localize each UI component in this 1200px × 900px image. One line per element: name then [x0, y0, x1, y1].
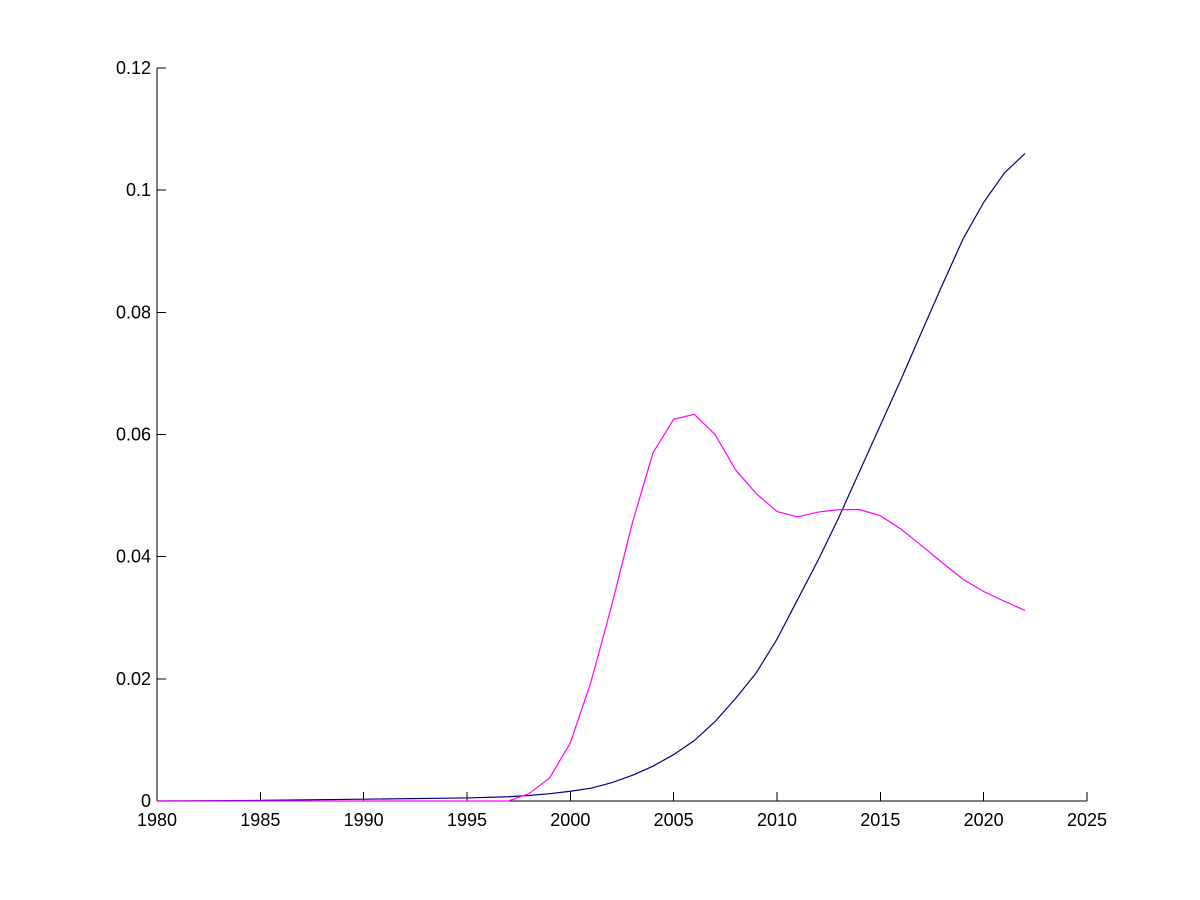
y-tick-label: 0.06: [116, 425, 151, 445]
x-tick-label: 2020: [964, 810, 1004, 830]
series-line-2: [157, 413, 1026, 802]
x-tick-label: 2005: [654, 810, 694, 830]
series-line-1: [156, 153, 1026, 802]
x-ticks: 1980 1985 1990 1995 2000 2005 2010 2015 2020 2025: [137, 792, 1107, 830]
x-tick-label: 2025: [1067, 810, 1107, 830]
y-tick-label: 0.1: [126, 180, 151, 200]
axes: [156, 68, 1087, 802]
x-tick-label: 2000: [550, 810, 590, 830]
y-tick-label: 0.08: [116, 302, 151, 322]
x-tick-label: 2015: [860, 810, 900, 830]
y-ticks: 0 0.02 0.04 0.06 0.08 0.1 0.12: [116, 58, 166, 811]
y-tick-label: 0.04: [116, 547, 151, 567]
x-tick-label: 1985: [240, 810, 280, 830]
y-tick-label: 0.12: [116, 58, 151, 78]
y-tick-label: 0: [141, 791, 151, 811]
x-tick-label: 1995: [447, 810, 487, 830]
x-tick-label: 1980: [137, 810, 177, 830]
y-tick-label: 0.02: [116, 669, 151, 689]
x-tick-label: 2010: [757, 810, 797, 830]
x-tick-label: 1990: [344, 810, 384, 830]
series-group: [156, 153, 1026, 802]
